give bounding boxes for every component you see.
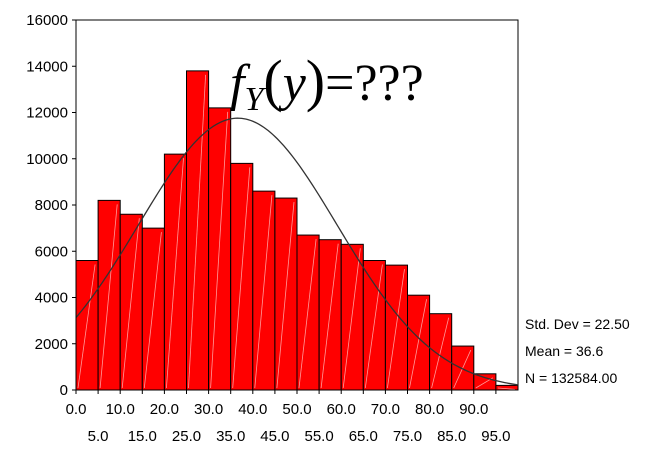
x-tick-label: 95.0	[481, 428, 510, 445]
bar-highlight-line	[409, 299, 427, 389]
x-tick-label: 45.0	[260, 428, 289, 445]
x-tick-label: 25.0	[172, 428, 201, 445]
bar-highlight-line	[121, 218, 140, 389]
bar-highlight-line	[232, 167, 251, 389]
histogram-bar	[97, 199, 121, 391]
x-tick-label: 0.0	[66, 401, 87, 418]
histogram-bar	[163, 153, 187, 391]
x-tick-label: 35.0	[216, 428, 245, 445]
bar-highlight-line	[431, 317, 450, 389]
histogram-bar	[274, 197, 298, 391]
y-tick-label: 8000	[35, 197, 68, 214]
y-tick-label: 14000	[26, 58, 68, 75]
y-tick-label: 16000	[26, 12, 68, 29]
bar-highlight-line	[387, 269, 405, 389]
x-tick-label: 20.0	[150, 401, 179, 418]
y-tick-label: 4000	[35, 290, 68, 307]
bar-highlight-line	[254, 195, 273, 389]
bar-highlights	[77, 74, 516, 390]
bar-highlight-line	[298, 239, 317, 389]
bar-highlight-line	[342, 248, 361, 389]
x-tick-label: 5.0	[88, 428, 109, 445]
x-tick-label: 10.0	[106, 401, 135, 418]
histogram-bars	[75, 70, 519, 391]
x-tick-label: 15.0	[128, 428, 157, 445]
normal-curve	[75, 117, 519, 386]
histogram-bar	[186, 70, 210, 391]
x-tick-label: 40.0	[238, 401, 267, 418]
formula-close-paren: )	[306, 48, 325, 113]
stats-std-dev: Std. Dev = 22.50	[525, 316, 630, 332]
bar-highlight-line	[188, 74, 206, 389]
x-axis-ticks: 0.0 10.0 20.0 30.0 40.0 50.0 60.0 70.0 80.0 90.0 5…	[66, 390, 511, 445]
x-tick-label: 80.0	[415, 401, 444, 418]
x-tick-label: 55.0	[304, 428, 333, 445]
bar-highlight-line	[77, 264, 96, 389]
y-tick-label: 0	[60, 382, 68, 399]
histogram-bar	[230, 162, 254, 391]
x-tick-label: 75.0	[393, 428, 422, 445]
x-tick-label: 85.0	[437, 428, 466, 445]
y-tick-label: 12000	[26, 105, 68, 122]
x-tick-label: 70.0	[371, 401, 400, 418]
stats-n: N = 132584.00	[525, 370, 617, 386]
y-axis-ticks: 0 2000 4000 6000 8000 10000 12000 14000 16000	[26, 12, 76, 399]
x-tick-label: 50.0	[282, 401, 311, 418]
formula-open-paren: (	[263, 48, 282, 113]
x-tick-label: 90.0	[459, 401, 488, 418]
y-tick-label: 6000	[35, 243, 68, 260]
formula-annotation: fY(y)=???	[230, 48, 424, 118]
y-tick-label: 2000	[35, 336, 68, 353]
bar-highlight-line	[276, 202, 295, 389]
stats-mean: Mean = 36.6	[525, 343, 603, 359]
x-tick-label: 30.0	[194, 401, 223, 418]
formula-rest: =???	[325, 55, 424, 112]
bar-highlight-line	[210, 111, 229, 389]
bar-highlight-line	[320, 243, 339, 389]
bar-highlight-line	[166, 158, 184, 389]
bar-highlight-line	[497, 387, 516, 390]
formula-subscript: Y	[244, 81, 266, 118]
bar-highlight-line	[99, 204, 118, 389]
bar-highlight-line	[143, 232, 162, 389]
bar-highlight-line	[364, 264, 383, 389]
formula-var: y	[278, 55, 307, 112]
x-tick-label: 60.0	[327, 401, 356, 418]
y-tick-label: 10000	[26, 151, 68, 168]
histogram-bar	[252, 190, 276, 391]
x-tick-label: 65.0	[349, 428, 378, 445]
histogram-bar	[208, 107, 232, 391]
